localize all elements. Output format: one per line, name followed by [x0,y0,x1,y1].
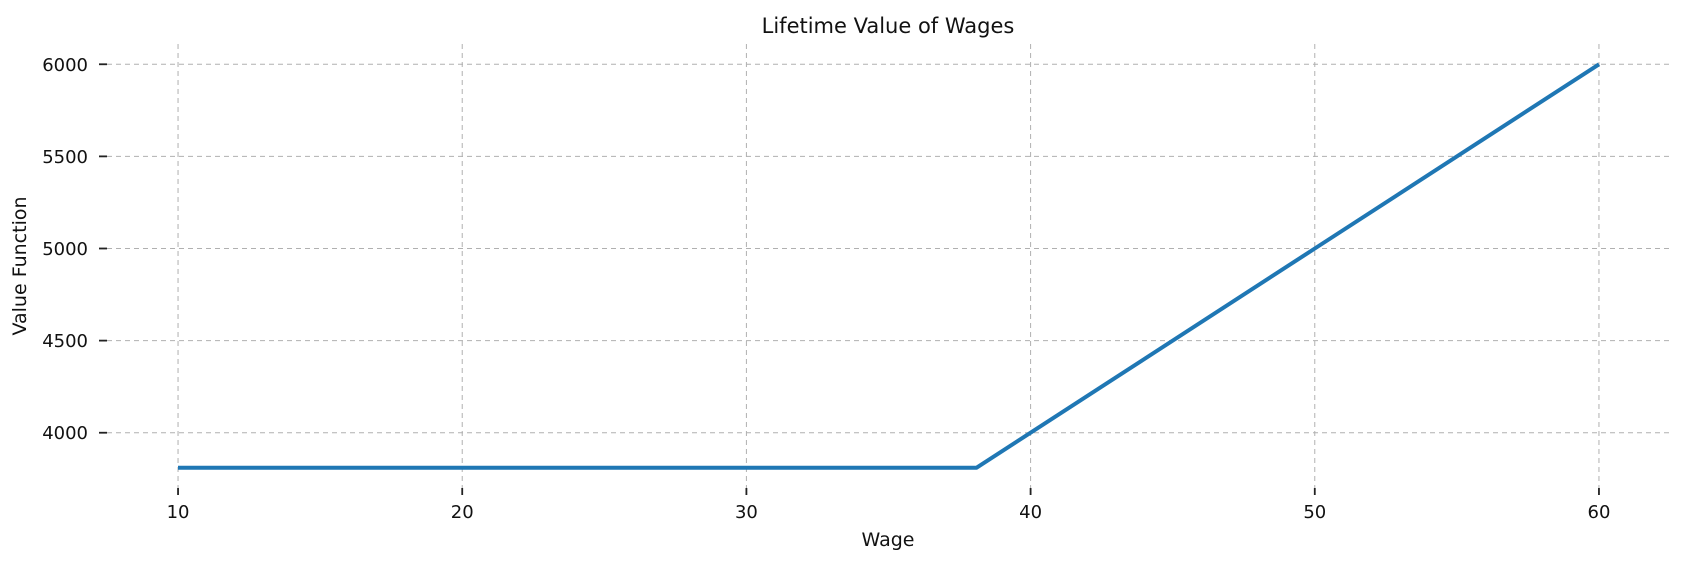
x-tick-label: 60 [1588,502,1611,523]
x-tick-label: 30 [735,502,758,523]
series-lines [178,62,1601,470]
y-tick-label: 5500 [42,147,88,168]
tick-labels: 10 20 30 40 50 60 4000 4500 5000 5500 6000 [42,55,1610,523]
x-tick-label: 40 [1019,502,1042,523]
series-line-value-function [178,62,1601,470]
x-axis-label: Wage [862,529,915,551]
y-axis-label: Value Function [9,196,31,335]
chart-title: Lifetime Value of Wages [762,14,1015,38]
y-tick-label: 4500 [42,331,88,352]
axis-ticks [99,63,1600,495]
y-tick-label: 5000 [42,239,88,260]
x-tick-label: 50 [1303,502,1326,523]
x-tick-label: 20 [451,502,474,523]
y-tick-label: 6000 [42,55,88,76]
gridlines [107,44,1670,488]
y-tick-label: 4000 [42,423,88,444]
x-tick-label: 10 [167,502,190,523]
